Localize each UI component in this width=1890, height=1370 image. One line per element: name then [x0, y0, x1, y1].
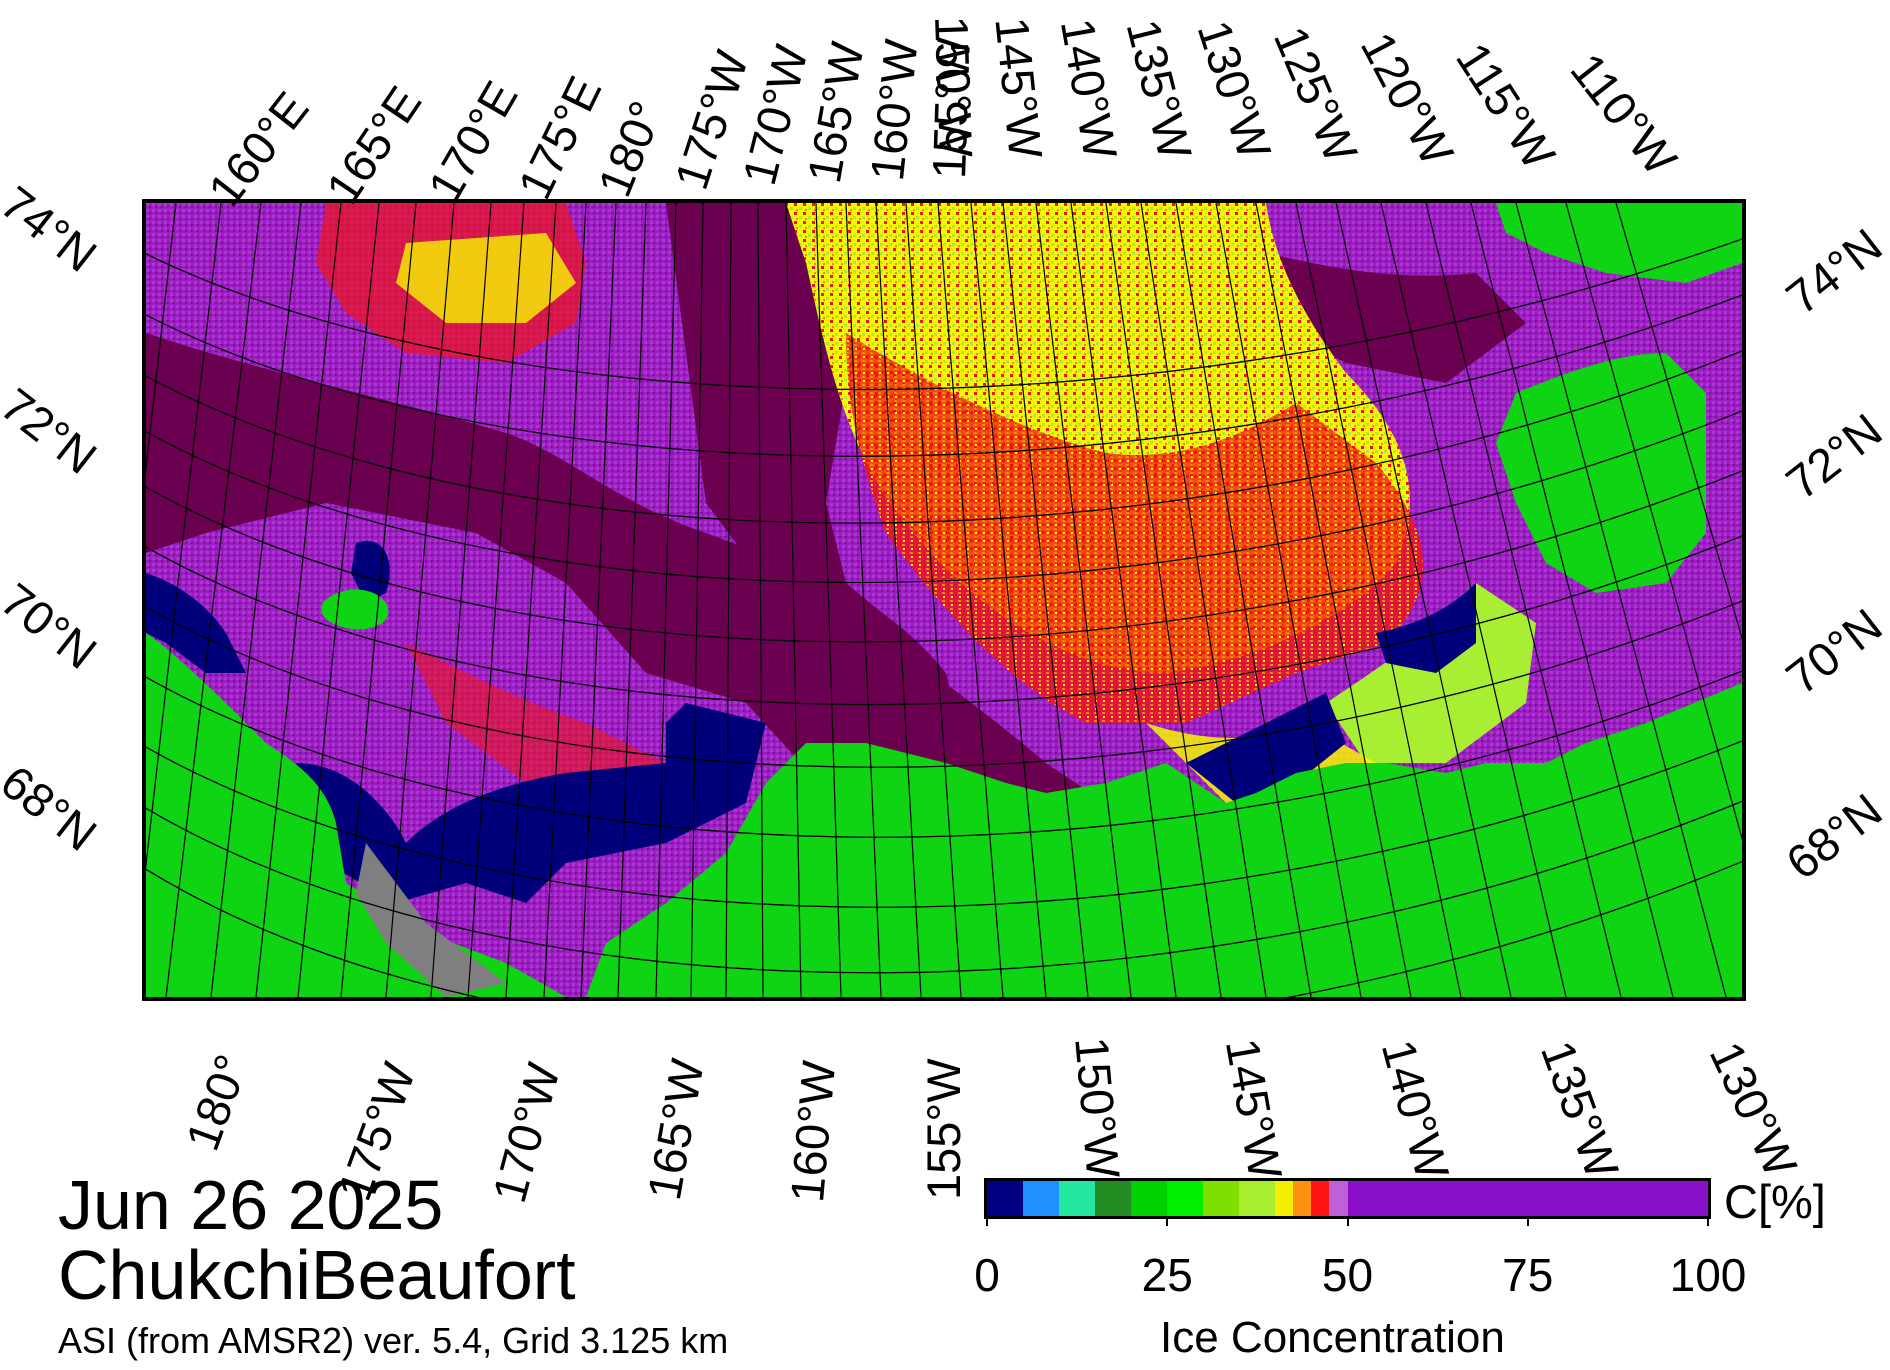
colorbar-segment [1275, 1181, 1294, 1216]
marginal-ice-east-green [1326, 583, 1536, 763]
top-lon-label: 135°W [1116, 14, 1203, 165]
no-data-region [356, 843, 506, 997]
colorbar-tick [1166, 1216, 1169, 1226]
colorbar-segment [1167, 1181, 1204, 1216]
longitude-grid [146, 203, 1742, 997]
land-alaska-yukon [586, 683, 1742, 997]
top-lon-label: 150°W [925, 14, 983, 159]
colorbar-tick [1707, 1216, 1709, 1226]
land-banks-island [1496, 353, 1706, 593]
right-lat-label: 68°N [1776, 782, 1890, 890]
left-lat-label: 68°N [0, 754, 107, 862]
marginal-ice-northwest-yellow [396, 233, 576, 323]
top-lon-label: 115°W [1446, 33, 1566, 179]
marginal-ice-red-texture [846, 333, 1424, 723]
left-lat-label: 74°N [0, 175, 107, 283]
open-water-amundsen [1376, 583, 1476, 673]
bottom-lon-label: 145°W [1215, 1034, 1293, 1184]
colorbar-segment [1095, 1181, 1132, 1216]
top-lon-label: 170°E [417, 72, 528, 210]
right-lat-label: 72°N [1776, 402, 1890, 510]
ice-100-zone-northeast [1226, 243, 1526, 383]
data-source: ASI (from AMSR2) ver. 5.4, Grid 3.125 km [58, 1320, 729, 1361]
top-lon-label: 120°W [1350, 23, 1465, 174]
right-lat-label: 70°N [1776, 597, 1890, 705]
bottom-lon-label: 140°W [1371, 1034, 1460, 1185]
land-northeast-islands [1496, 203, 1742, 283]
bottom-lon-label: 180° [175, 1047, 259, 1158]
colorbar-segment [1347, 1181, 1708, 1216]
colorbar-tick-label: 25 [1141, 1249, 1193, 1301]
top-lon-label: 165°E [315, 76, 432, 213]
top-lon-label: 145°W [985, 14, 1053, 162]
bottom-lon-label: 165°W [637, 1055, 714, 1204]
left-lat-label: 70°N [0, 572, 107, 680]
colorbar-tick-label: 50 [1321, 1249, 1374, 1301]
marginal-ice-south [406, 643, 666, 803]
colorbar-tick-label: 75 [1502, 1249, 1554, 1301]
colorbar-tick [1346, 1216, 1349, 1226]
map-canvas [146, 203, 1742, 997]
colorbar-segment [1329, 1181, 1348, 1216]
open-water-chukchi-coast [296, 703, 766, 903]
bottom-lon-label: 135°W [1531, 1033, 1630, 1186]
bottom-lon-label: 155°W [917, 1058, 970, 1200]
map-date: Jun 26 2025 [58, 1166, 444, 1244]
top-lon-label: 160°E [197, 81, 319, 216]
region-name: ChukchiBeaufort [58, 1236, 576, 1314]
open-water-mackenzie [1186, 693, 1346, 803]
bottom-lon-label: 160°W [780, 1058, 846, 1205]
colorbar-segment [987, 1181, 1024, 1216]
colorbar-segment [1293, 1181, 1312, 1216]
colorbar-segment [1311, 1181, 1330, 1216]
colorbar-segment [1131, 1181, 1168, 1216]
colorbar-tick [1526, 1216, 1529, 1226]
colorbar-unit: C[%] [1724, 1175, 1826, 1228]
ice-concentration-map [142, 199, 1746, 1001]
bottom-lon-label: 130°W [1699, 1033, 1808, 1185]
top-lon-label: 160°W [860, 36, 928, 184]
colorbar-tick [986, 1216, 988, 1226]
colorbar [984, 1178, 1711, 1219]
colorbar-segment [1023, 1181, 1060, 1216]
colorbar-tick-label: 100 [1669, 1249, 1747, 1301]
top-lon-label: 180° [587, 93, 673, 204]
colorbar-segment [1203, 1181, 1240, 1216]
bottom-lon-label: 150°W [1065, 1034, 1131, 1181]
top-lon-label: 110°W [1560, 43, 1688, 185]
top-lon-label: 125°W [1263, 18, 1369, 170]
bottom-lon-label: 170°W [482, 1057, 570, 1208]
open-water-northwest [146, 573, 246, 673]
colorbar-tick-label: 0 [974, 1249, 1000, 1301]
left-lat-label: 72°N [0, 377, 107, 485]
top-lon-label: 130°W [1187, 14, 1282, 166]
land-chukotka [146, 633, 566, 997]
right-lat-label: 74°N [1776, 217, 1890, 325]
colorbar-title: Ice Concentration [1160, 1313, 1505, 1362]
colorbar-segment [1059, 1181, 1096, 1216]
top-lon-label: 140°W [1050, 14, 1128, 164]
colorbar-segment [1239, 1181, 1276, 1216]
